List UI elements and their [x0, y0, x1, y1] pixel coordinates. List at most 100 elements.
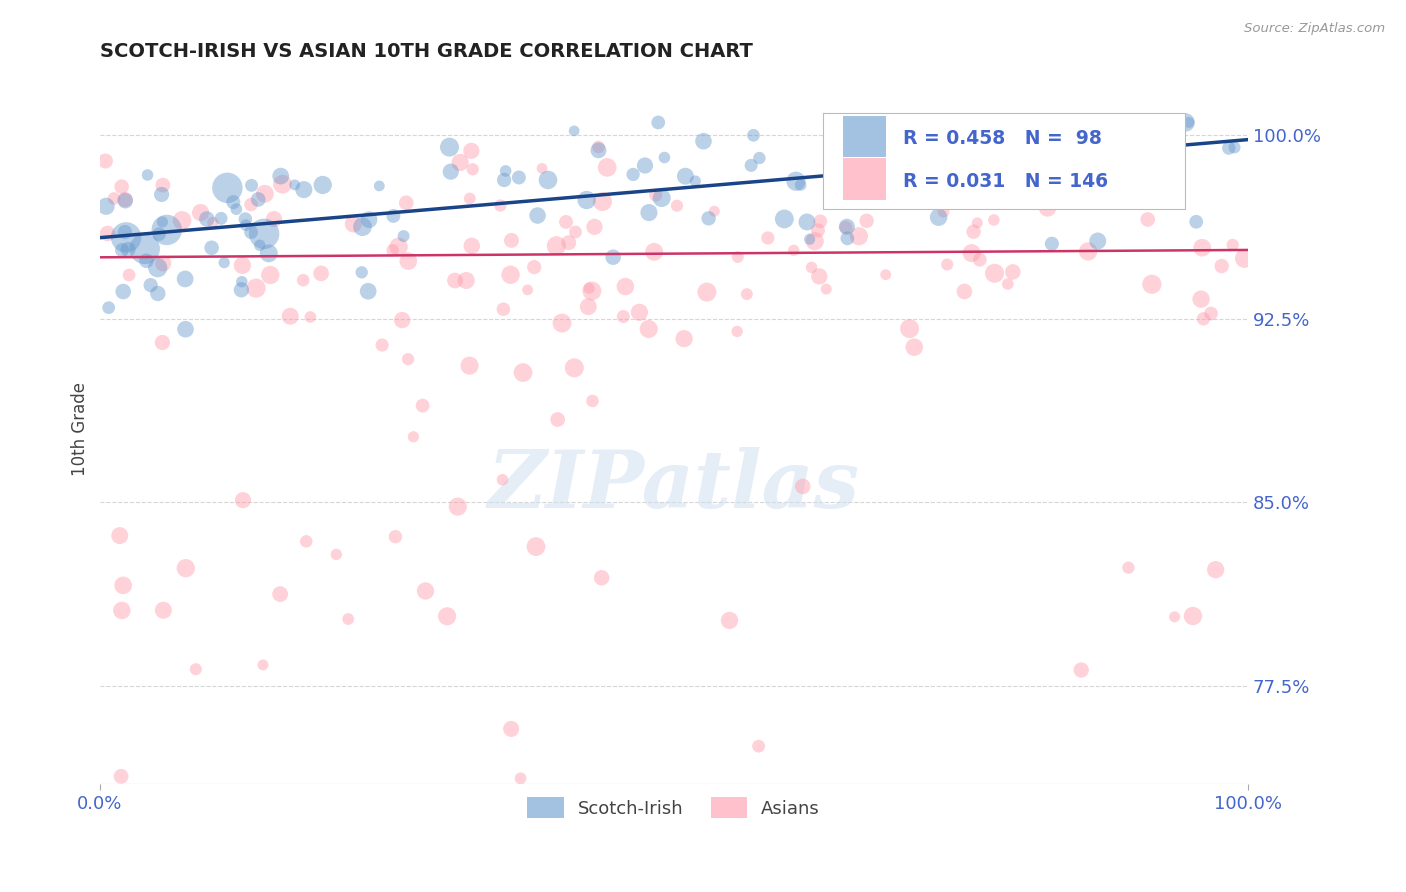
Point	[621, 168, 644, 182]
Point	[235, 218, 257, 232]
Point	[103, 191, 125, 205]
Point	[174, 272, 197, 286]
Point	[350, 265, 373, 279]
Point	[444, 273, 467, 287]
Text: R = 0.458   N =  98: R = 0.458 N = 98	[904, 128, 1102, 148]
Point	[562, 360, 585, 375]
Point	[110, 769, 132, 783]
Point	[501, 233, 523, 247]
Point	[983, 266, 1005, 280]
Point	[1135, 167, 1157, 181]
Point	[449, 155, 471, 169]
Point	[495, 164, 517, 178]
Point	[735, 287, 758, 301]
Point	[152, 603, 174, 617]
Point	[392, 229, 415, 244]
Point	[156, 223, 179, 237]
Point	[1222, 238, 1244, 252]
Point	[114, 225, 136, 239]
Point	[835, 220, 858, 235]
Point	[634, 159, 657, 173]
Point	[148, 227, 170, 242]
Point	[546, 239, 568, 253]
Point	[564, 225, 586, 239]
Point	[962, 225, 984, 239]
Point	[136, 168, 159, 182]
Point	[150, 187, 173, 202]
Point	[174, 322, 197, 336]
Point	[253, 227, 276, 241]
Point	[415, 584, 437, 599]
Point	[97, 301, 120, 315]
Point	[309, 266, 332, 280]
Point	[966, 216, 988, 230]
Point	[352, 219, 374, 234]
Point	[391, 313, 413, 327]
Point	[936, 258, 959, 272]
Point	[555, 215, 578, 229]
Point	[1070, 663, 1092, 677]
Point	[960, 246, 983, 260]
Point	[858, 171, 880, 186]
Point	[696, 285, 718, 299]
Point	[1040, 236, 1063, 251]
Point	[190, 205, 212, 219]
Point	[172, 213, 194, 227]
Point	[1136, 212, 1159, 227]
Point	[799, 232, 821, 246]
Point	[278, 310, 301, 324]
Point	[1192, 311, 1215, 326]
Point	[983, 213, 1005, 227]
Point	[740, 158, 762, 172]
Point	[447, 500, 470, 514]
Point	[174, 561, 197, 575]
Point	[117, 243, 139, 257]
Point	[139, 278, 162, 293]
Point	[588, 144, 610, 158]
Point	[969, 252, 991, 267]
Point	[524, 540, 547, 554]
Point	[509, 772, 531, 786]
Point	[1233, 252, 1256, 266]
Point	[581, 394, 603, 409]
Point	[152, 256, 174, 270]
Point	[901, 136, 924, 150]
Point	[807, 223, 830, 237]
Point	[558, 235, 581, 250]
Point	[907, 164, 929, 178]
Point	[614, 279, 637, 293]
Point	[647, 115, 669, 129]
Point	[271, 178, 294, 192]
Point	[953, 285, 976, 299]
Point	[651, 191, 673, 205]
Point	[501, 722, 523, 736]
Point	[245, 281, 267, 295]
Point	[146, 286, 169, 301]
Point	[1077, 244, 1099, 259]
Point	[673, 169, 696, 184]
Point	[97, 227, 120, 241]
Point	[591, 571, 613, 585]
Point	[257, 246, 280, 260]
Text: Source: ZipAtlas.com: Source: ZipAtlas.com	[1244, 22, 1385, 36]
Point	[152, 215, 174, 229]
Point	[939, 135, 962, 149]
Point	[240, 197, 263, 211]
Point	[461, 239, 484, 253]
Point	[295, 534, 318, 549]
Point	[371, 338, 394, 352]
Point	[232, 493, 254, 508]
Point	[596, 161, 619, 175]
Point	[898, 321, 921, 335]
Point	[235, 212, 257, 227]
Point	[727, 250, 749, 264]
Point	[111, 179, 134, 194]
Point	[792, 479, 814, 493]
FancyBboxPatch shape	[842, 116, 886, 157]
Point	[456, 273, 478, 287]
Point	[638, 205, 661, 219]
FancyBboxPatch shape	[842, 158, 886, 200]
Point	[299, 310, 322, 324]
Point	[796, 215, 818, 229]
Point	[491, 473, 513, 487]
